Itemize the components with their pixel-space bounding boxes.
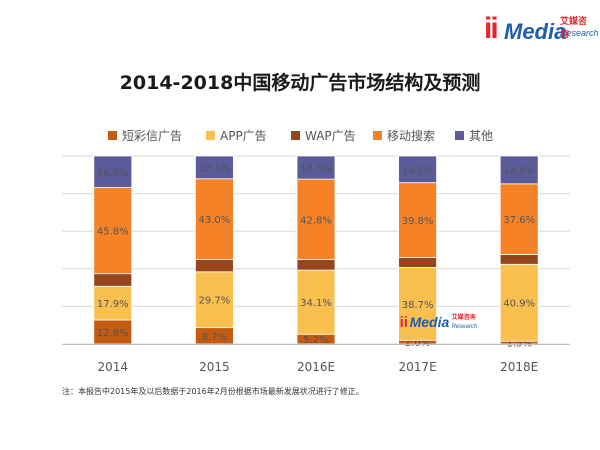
legend-label: 其他 [469,129,493,143]
data-label: 34.1% [300,298,332,309]
bar-segment [499,254,539,265]
logo-mark: ii [484,12,499,45]
bar-segment [194,259,234,273]
x-tick-label: 2015 [199,360,230,374]
bar-segment [398,155,438,184]
x-tick-label: 2016E [297,360,335,374]
logo-en-text: Research [560,28,599,38]
legend-label: APP广告 [220,129,267,143]
data-label: 17.9% [97,299,129,310]
bar-segment [296,178,336,260]
bar-segment [93,155,133,188]
watermark-cn: 艾媒咨询 [452,313,476,321]
chart-title: 2014-2018中国移动广告市场结构及预测 [119,72,481,94]
legend-swatch [108,131,117,140]
data-label: 8.7% [202,332,227,343]
data-label: 39.8% [402,216,434,227]
legend-label: 短彩信广告 [122,129,182,143]
legend-label: WAP广告 [305,129,356,143]
x-tick-label: 2014 [98,360,129,374]
bar-segment [93,273,133,287]
data-label: 14.2% [402,165,434,176]
data-label: 16.8% [97,168,129,179]
bar-segment [296,269,336,335]
footnote: 注：本报告中2015年及以后数据于2016年2月份根据市场最新发展状况进行了修正… [62,387,364,396]
data-label: 38.7% [402,300,434,311]
data-label: 14.8% [503,166,535,177]
data-label: 12.8% [97,328,129,339]
legend-swatch [291,131,300,140]
data-label: 12.3% [300,164,332,175]
data-label: 45.8% [97,227,129,238]
bar-segment [499,155,539,185]
data-label: 5.2% [303,335,328,346]
legend-swatch [373,131,382,140]
watermark-mark: ii [400,314,408,331]
bar-segment [296,259,336,271]
data-label: 37.6% [503,215,535,226]
bar-segment [194,155,234,180]
legend-label: 移动搜索 [387,128,435,143]
x-tick-label: 2018E [500,360,538,374]
bar-segment [499,263,539,342]
data-label: 12.1% [199,163,231,174]
bar-segment [93,187,133,275]
data-label: 2.0% [405,338,430,349]
stacked-bar-chart: 短彩信广告 APP广告 WAP广告 移动搜索 其他 12.8% 17.9% 45.8% 16.8… [62,128,570,374]
data-label: 40.9% [503,299,535,310]
bar-segment [398,257,438,268]
data-label: 29.7% [199,296,231,307]
watermark-en: Research [452,324,478,330]
logo-name: Media [504,19,567,44]
bar-segment [296,155,336,180]
data-label: 43.0% [199,215,231,226]
legend-swatch [206,131,215,140]
watermark-name: Media [410,314,450,330]
bar-segment [194,178,234,260]
x-tick-label: 2017E [399,360,437,374]
logo-cn-text: 艾媒咨询 [560,17,588,40]
legend-swatch [455,131,464,140]
bar-segment [194,271,234,329]
imedia-logo: ii Media 艾媒咨询 Research [484,8,599,48]
data-label: 42.8% [300,215,332,226]
bar-segment [398,182,438,258]
